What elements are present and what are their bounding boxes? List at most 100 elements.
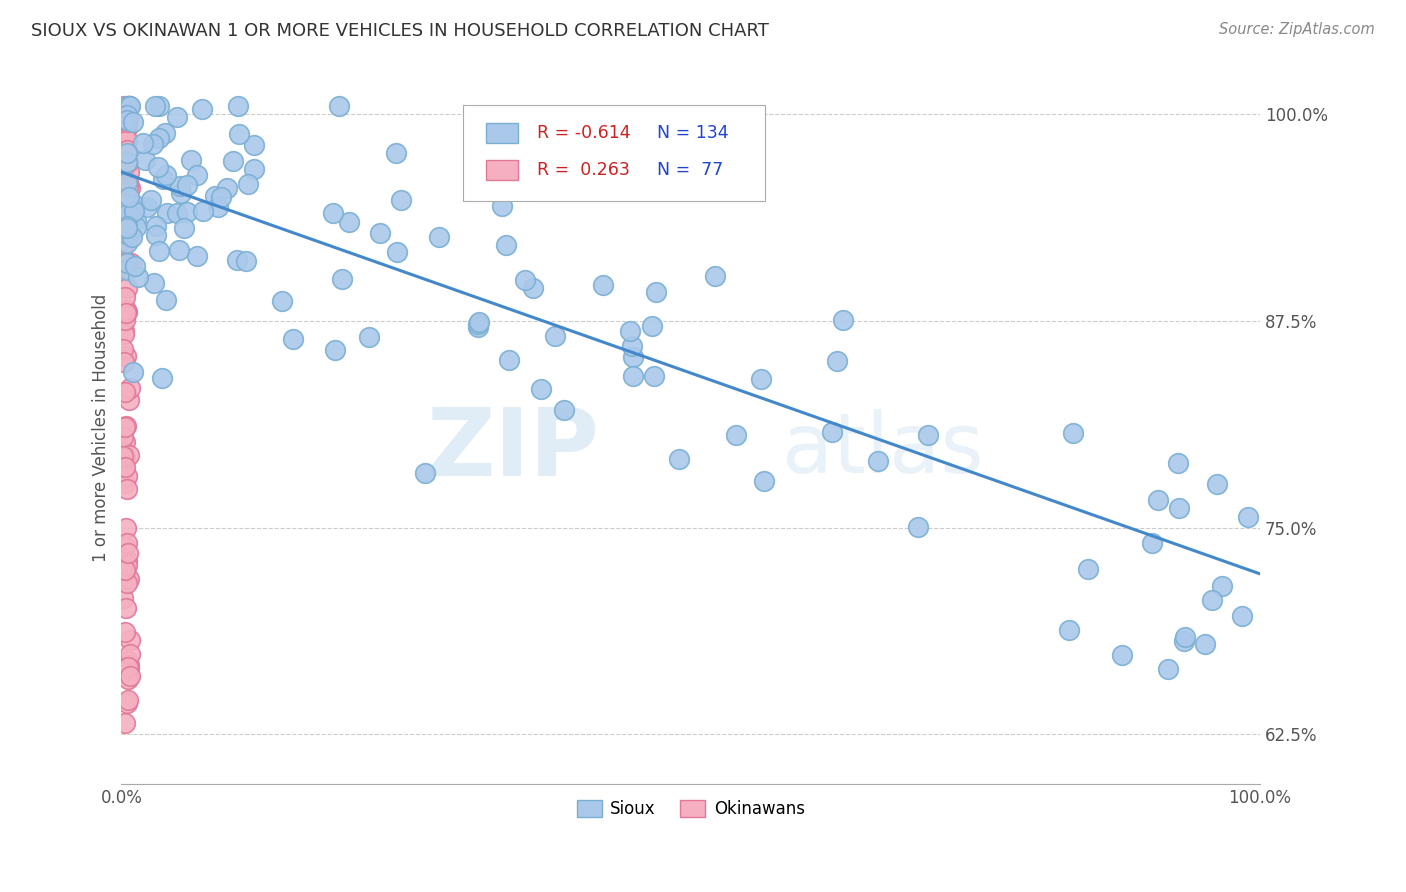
Point (641, 319, 664, 334)
Point (271, 294, 294, 309)
Point (134, 153, 156, 167)
Point (226, 253, 249, 268)
Point (146, 161, 169, 175)
Point (114, 312, 136, 326)
Text: Source: ZipAtlas.com: Source: ZipAtlas.com (1219, 22, 1375, 37)
Point (1230, 609, 1253, 624)
Y-axis label: 1 or more Vehicles in Household: 1 or more Vehicles in Household (93, 294, 110, 563)
Point (115, 281, 138, 295)
Point (467, 320, 489, 334)
Point (668, 451, 690, 466)
Point (148, 131, 170, 145)
Point (114, 349, 136, 363)
Point (115, 227, 138, 241)
Point (117, 660, 139, 674)
Point (1057, 623, 1080, 637)
Point (125, 213, 148, 227)
Bar (485, 161, 517, 180)
Point (124, 259, 146, 273)
Point (114, 625, 136, 640)
Text: ZIP: ZIP (426, 404, 599, 496)
Point (1174, 631, 1197, 645)
Point (1157, 662, 1180, 676)
Point (827, 354, 849, 368)
Point (1205, 477, 1227, 491)
Point (530, 382, 553, 396)
Point (114, 459, 136, 474)
Point (112, 562, 135, 576)
Point (337, 215, 360, 229)
Point (114, 520, 136, 534)
Point (495, 238, 517, 252)
Point (121, 365, 143, 379)
Point (543, 329, 565, 343)
Point (170, 186, 193, 200)
Point (118, 661, 141, 675)
Point (131, 136, 153, 150)
Point (148, 244, 170, 258)
Point (124, 198, 146, 212)
Point (645, 285, 668, 299)
Point (121, 229, 143, 244)
Point (752, 474, 775, 488)
Legend: Sioux, Okinawans: Sioux, Okinawans (569, 794, 811, 825)
Point (866, 454, 889, 468)
Point (115, 120, 138, 135)
Point (112, 252, 135, 266)
Point (117, 546, 139, 560)
Point (907, 520, 929, 534)
Point (115, 263, 138, 277)
Point (118, 572, 141, 586)
Point (621, 339, 644, 353)
Point (111, 166, 134, 180)
Point (193, 203, 215, 218)
Point (111, 194, 134, 208)
Point (115, 553, 138, 567)
Point (118, 392, 141, 407)
Point (236, 177, 259, 191)
Point (468, 315, 491, 329)
Point (118, 99, 141, 113)
Point (112, 355, 135, 369)
Point (176, 204, 198, 219)
Point (283, 332, 305, 346)
Point (115, 175, 138, 189)
Point (115, 302, 138, 317)
Point (115, 306, 138, 320)
Point (112, 540, 135, 554)
Point (112, 236, 135, 251)
Point (142, 136, 165, 151)
Point (117, 175, 139, 189)
Point (112, 182, 135, 196)
Point (114, 418, 136, 433)
Point (115, 211, 138, 225)
Point (117, 261, 139, 276)
Point (491, 199, 513, 213)
Point (115, 197, 138, 211)
Point (114, 715, 136, 730)
Point (494, 169, 516, 183)
Point (117, 112, 139, 127)
Text: R = -0.614: R = -0.614 (537, 124, 631, 143)
Point (155, 293, 177, 308)
Point (204, 188, 226, 202)
Point (117, 143, 139, 157)
Point (704, 268, 727, 283)
Point (209, 189, 232, 203)
Point (120, 256, 142, 270)
Point (368, 226, 391, 240)
Point (724, 428, 747, 442)
Point (114, 434, 136, 449)
Point (115, 469, 138, 483)
Point (1111, 648, 1133, 663)
Text: R =  0.263: R = 0.263 (537, 161, 630, 179)
Point (643, 369, 665, 384)
Point (115, 221, 138, 235)
Point (115, 304, 138, 318)
Point (389, 193, 412, 207)
Point (166, 206, 188, 220)
Point (821, 425, 844, 439)
Point (118, 210, 141, 224)
Point (619, 324, 641, 338)
Point (115, 256, 138, 270)
